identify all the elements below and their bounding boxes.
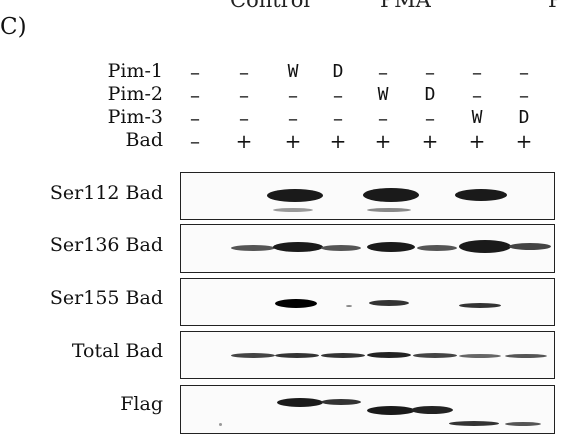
row-label-pim2: Pim-2 — [107, 83, 163, 105]
sign-cell: D — [424, 84, 436, 105]
sign-cell: – — [333, 106, 343, 130]
band — [363, 188, 419, 202]
sign-cell: – — [288, 83, 298, 107]
band — [505, 354, 547, 358]
band — [275, 299, 317, 308]
band-faint — [346, 305, 352, 307]
blot-ser155 — [180, 278, 555, 326]
sign-cell: W — [471, 107, 483, 128]
band — [455, 189, 507, 201]
band — [367, 242, 415, 252]
band — [413, 353, 457, 358]
band — [231, 353, 275, 358]
blot-label-total-bad: Total Bad — [71, 340, 163, 362]
header-fragment-p: P — [548, 0, 563, 12]
sign-cell: D — [518, 107, 530, 128]
sign-cell: – — [333, 83, 343, 107]
band — [459, 354, 501, 358]
sign-cell: – — [288, 106, 298, 130]
sign-cell: D — [332, 61, 344, 82]
sign-cell: + — [235, 129, 253, 153]
band — [459, 240, 511, 253]
band — [459, 303, 501, 308]
sign-cell: – — [519, 83, 529, 107]
band — [449, 421, 499, 426]
blot-label-ser112: Ser112 Bad — [49, 182, 163, 204]
blot-label-ser136: Ser136 Bad — [49, 234, 163, 256]
blot-total-bad — [180, 331, 555, 379]
sign-cell: + — [374, 129, 392, 153]
sign-cell: – — [378, 60, 388, 84]
sign-cell: – — [472, 60, 482, 84]
sign-cell: – — [239, 106, 249, 130]
band — [275, 353, 319, 358]
sign-cell: – — [425, 60, 435, 84]
sign-cell: – — [378, 106, 388, 130]
sign-cell: – — [190, 106, 200, 130]
band-faint — [367, 208, 411, 212]
sign-cell: + — [515, 129, 533, 153]
row-label-bad: Bad — [125, 129, 163, 151]
band — [505, 422, 541, 426]
header-fragment-pma: PMA — [380, 0, 431, 12]
band — [509, 243, 551, 250]
sign-cell: + — [284, 129, 302, 153]
header-fragment-control: Control — [230, 0, 311, 12]
blot-label-flag: Flag — [120, 393, 163, 415]
band — [231, 245, 275, 251]
band — [277, 398, 323, 407]
sign-cell: – — [239, 83, 249, 107]
band-faint — [219, 423, 222, 426]
blot-ser136 — [180, 224, 555, 273]
row-label-pim3: Pim-3 — [107, 106, 163, 128]
sign-cell: W — [287, 61, 299, 82]
band — [267, 189, 323, 202]
sign-cell: – — [239, 60, 249, 84]
band — [321, 399, 361, 405]
sign-cell: – — [425, 106, 435, 130]
band — [367, 406, 415, 415]
band — [369, 300, 409, 306]
blot-label-ser155: Ser155 Bad — [49, 287, 163, 309]
panel-letter: C) — [0, 14, 27, 40]
sign-cell: – — [190, 83, 200, 107]
band-faint — [273, 208, 313, 212]
band — [367, 352, 411, 358]
band — [411, 406, 453, 414]
band — [321, 245, 361, 251]
sign-cell: – — [519, 60, 529, 84]
band — [273, 242, 323, 252]
band — [417, 245, 457, 251]
sign-cell: + — [329, 129, 347, 153]
sign-cell: W — [377, 84, 389, 105]
row-label-pim1: Pim-1 — [107, 60, 163, 82]
sign-cell: – — [190, 129, 200, 153]
band — [321, 353, 365, 358]
sign-cell: + — [468, 129, 486, 153]
blot-flag — [180, 385, 555, 434]
sign-cell: – — [190, 60, 200, 84]
sign-cell: – — [472, 83, 482, 107]
sign-cell: + — [421, 129, 439, 153]
blot-ser112 — [180, 172, 555, 220]
